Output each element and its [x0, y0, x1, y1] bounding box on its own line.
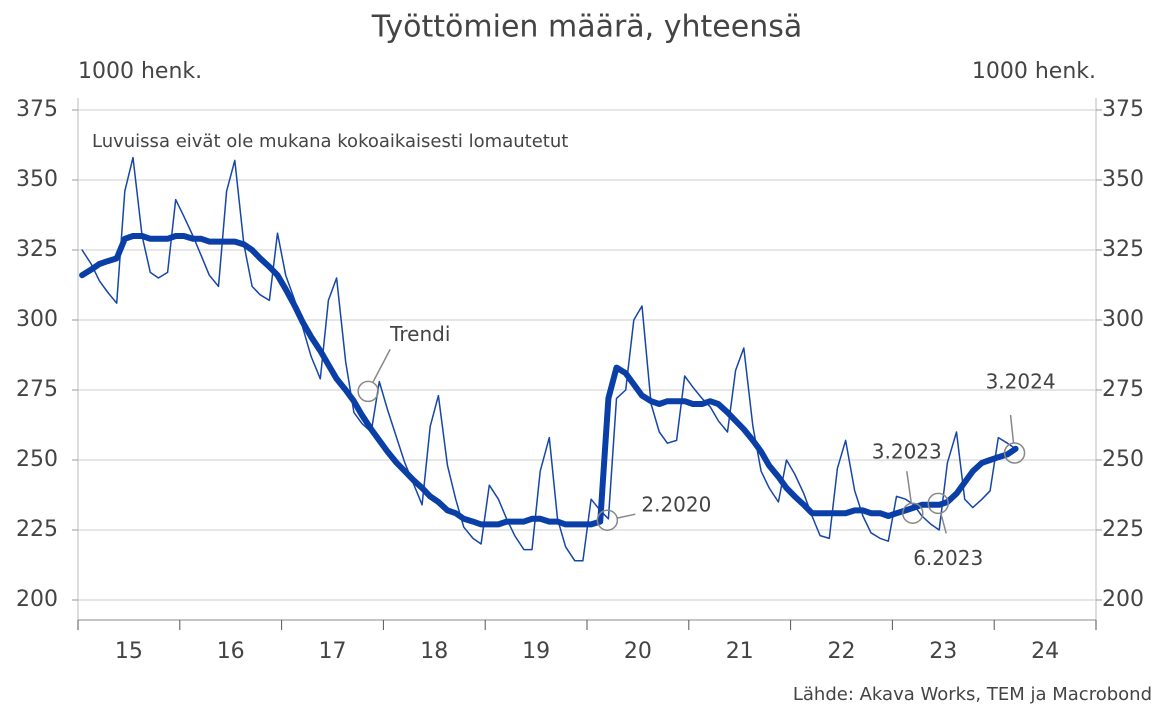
y-tick-label: 325: [16, 237, 58, 262]
annotation-leader: [940, 512, 947, 534]
annotation-circle: [596, 509, 619, 531]
x-tick-label: 20: [624, 639, 652, 664]
annotation-leader: [1009, 414, 1015, 444]
x-tick-label: 21: [726, 639, 754, 664]
source: Lähde: Akava Works, TEM ja Macrobond: [793, 684, 1152, 705]
annotation-leader: [906, 471, 913, 504]
x-tick-label: 16: [217, 639, 245, 664]
annotation-label: 3.2023: [872, 440, 942, 464]
y2-tick-label: 225: [1102, 517, 1144, 542]
y2-tick-label: 375: [1102, 97, 1144, 122]
annotation-label: 6.2023: [913, 546, 983, 570]
annotation-label: Trendi: [389, 322, 450, 346]
annotation-circle: [927, 492, 949, 515]
y-tick-label: 225: [16, 517, 58, 542]
annotation-label: 2.2020: [641, 493, 711, 517]
y2-tick-label: 275: [1102, 377, 1144, 402]
line-series: [81, 156, 1017, 562]
y2-tick-label: 325: [1102, 237, 1144, 262]
y-tick-label: 350: [16, 167, 58, 192]
x-tick-label: 17: [319, 639, 347, 664]
y-tick-label: 250: [16, 447, 58, 472]
y2-axis-label: 1000 henk.: [972, 59, 1096, 84]
x-tick-label: 19: [522, 639, 550, 664]
annotation-leader: [616, 513, 636, 519]
x-tick-label: 23: [929, 639, 957, 664]
annotation-leader: [372, 349, 391, 383]
y-tick-label: 200: [16, 587, 58, 612]
line-series: [79, 233, 1019, 528]
x-tick-label: 15: [115, 639, 143, 664]
y-tick-label: 300: [16, 307, 58, 332]
chart-title: Työttömien määrä, yhteensä: [371, 10, 802, 45]
note: Luvuissa eivät ole mukana kokoaikaisesti…: [92, 131, 568, 152]
x-tick-label: 18: [420, 639, 448, 664]
y-tick-label: 375: [16, 97, 58, 122]
y-tick-label: 275: [16, 377, 58, 402]
annotation-circle: [357, 380, 379, 403]
y2-tick-label: 300: [1102, 307, 1144, 332]
annotation-circle: [1003, 442, 1026, 464]
y2-tick-label: 200: [1102, 587, 1144, 612]
x-tick-label: 24: [1031, 639, 1059, 664]
y-axis-label: 1000 henk.: [78, 59, 202, 84]
annotation-circle: [902, 502, 924, 524]
y2-tick-label: 250: [1102, 447, 1144, 472]
y2-tick-label: 350: [1102, 167, 1144, 192]
annotation-label: 3.2024: [986, 370, 1056, 394]
x-tick-label: 22: [828, 639, 856, 664]
